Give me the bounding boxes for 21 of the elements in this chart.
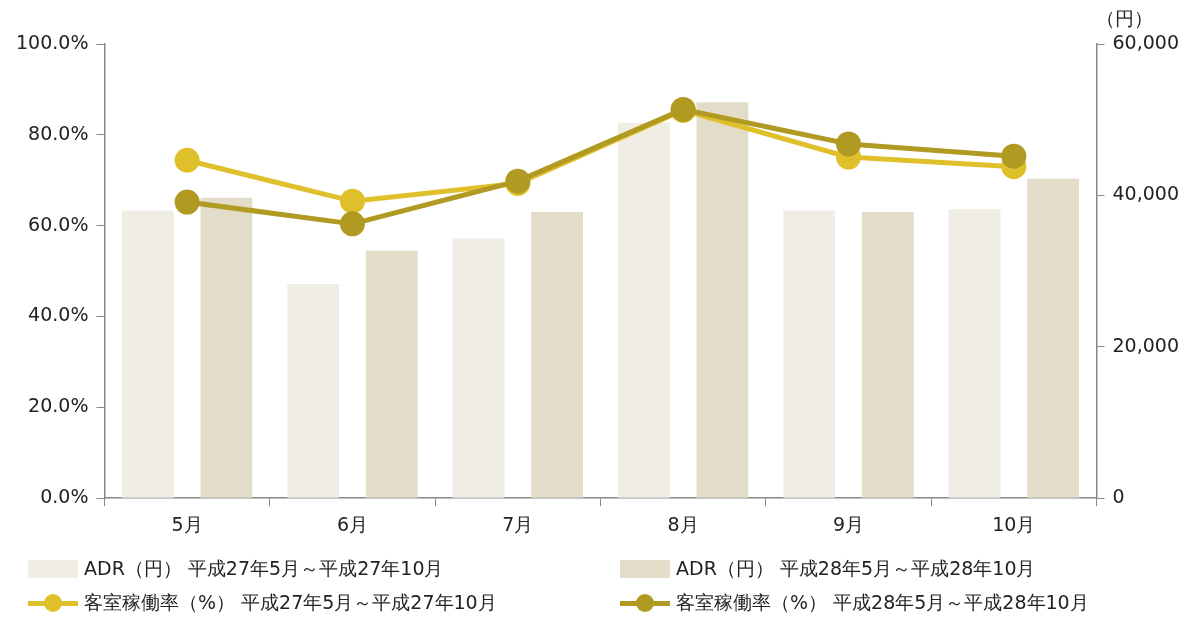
x-tick-label: 9月 bbox=[832, 512, 865, 535]
x-tick-label: 8月 bbox=[667, 512, 699, 535]
legend-label: 客室稼働率（%） 平成27年5月～平成27年10月 bbox=[84, 590, 497, 615]
y2-tick-label: 40,000 bbox=[1112, 182, 1179, 205]
y-tick-label: 20.0% bbox=[28, 394, 89, 417]
y2-tick-label: 0 bbox=[1112, 485, 1125, 508]
y-tick-label: 60.0% bbox=[28, 212, 89, 235]
x-tick-label: 6月 bbox=[336, 512, 369, 535]
y2-axis-title: （円） bbox=[1096, 6, 1153, 31]
y-tick-label: 80.0% bbox=[28, 121, 89, 144]
x-tick-label: 5月 bbox=[171, 512, 203, 535]
legend-label: 客室稼働率（%） 平成28年5月～平成28年10月 bbox=[676, 590, 1089, 615]
x-tick-label: 7月 bbox=[502, 512, 534, 535]
y2-tick-label: 60,000 bbox=[1112, 30, 1179, 53]
y2-tick-label: 20,000 bbox=[1112, 333, 1179, 356]
y-tick-label: 0.0% bbox=[40, 485, 89, 508]
legend-label: ADR（円） 平成28年5月～平成28年10月 bbox=[676, 556, 1036, 581]
y-tick-label: 40.0% bbox=[28, 303, 89, 326]
x-tick-label: 10月 bbox=[992, 512, 1036, 535]
y-tick-label: 100.0% bbox=[15, 30, 89, 53]
legend-label: ADR（円） 平成27年5月～平成27年10月 bbox=[84, 556, 444, 581]
